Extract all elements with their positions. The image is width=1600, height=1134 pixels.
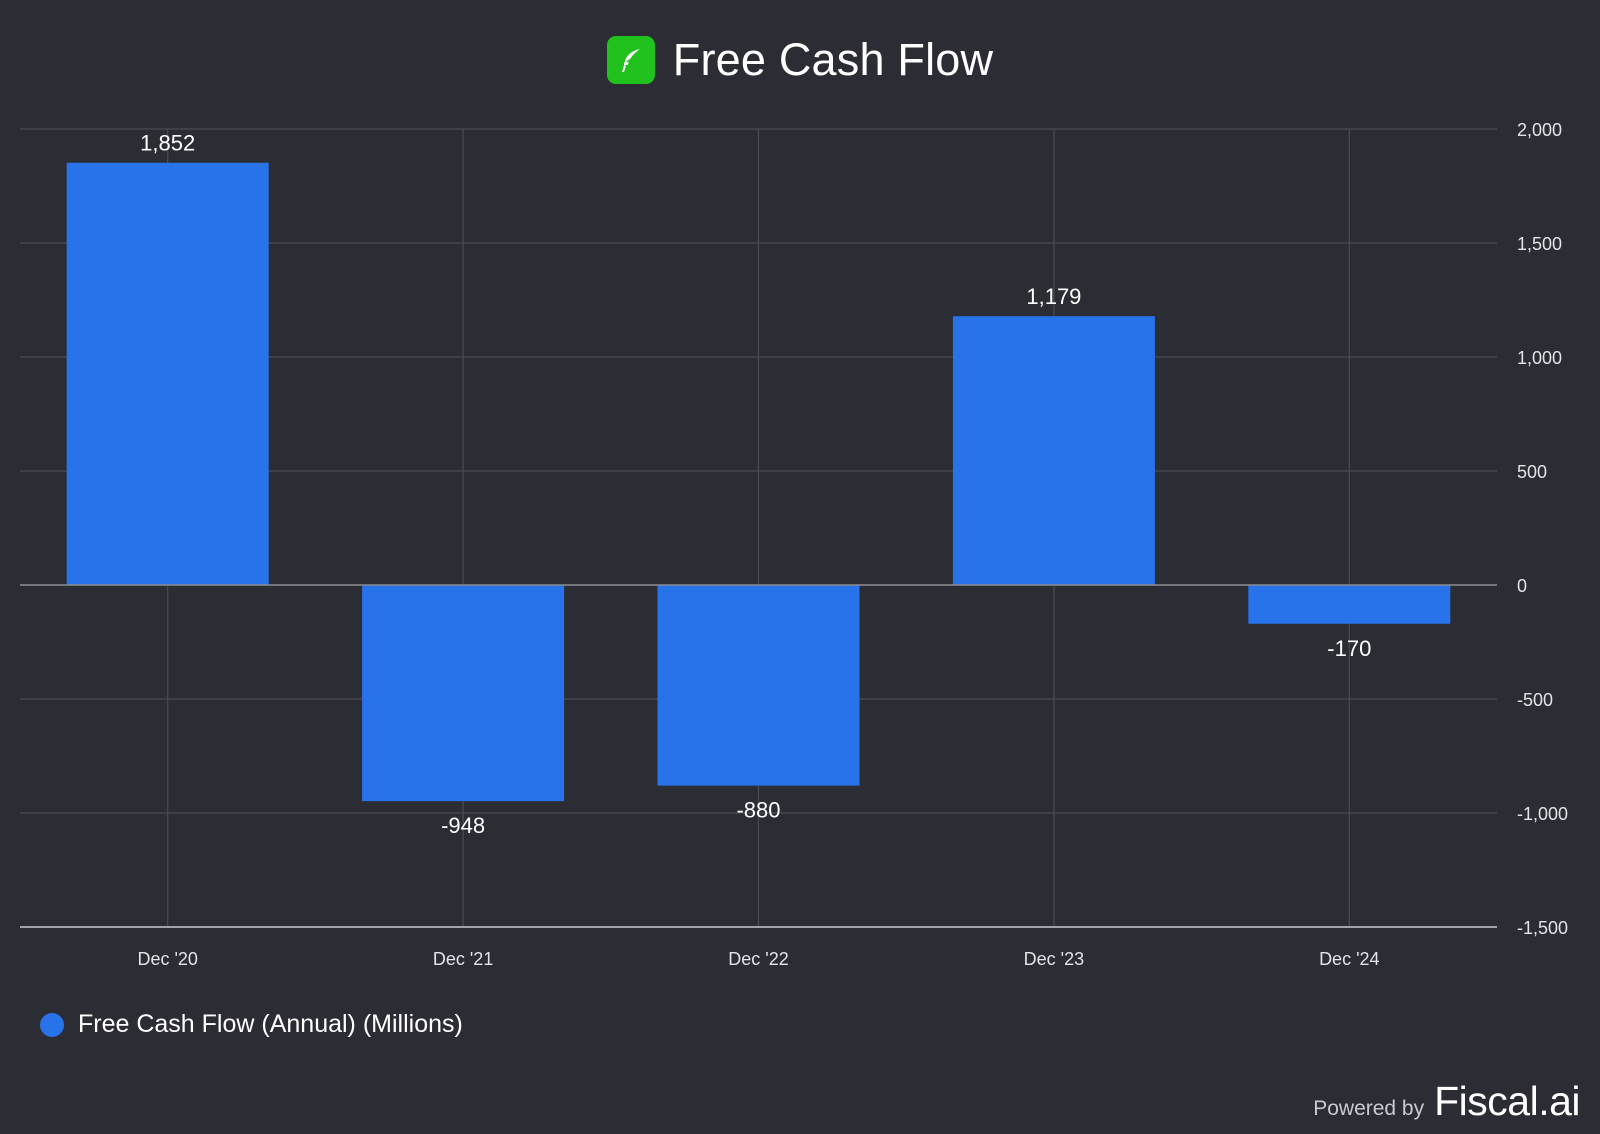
data-label: 1,852 bbox=[140, 131, 195, 156]
bar bbox=[952, 316, 1155, 585]
bars bbox=[66, 162, 1451, 802]
y-tick-label: 1,500 bbox=[1517, 234, 1562, 254]
powered-by[interactable]: Powered by Fiscal.ai bbox=[1313, 1078, 1580, 1125]
chart-title: Free Cash Flow bbox=[672, 34, 994, 85]
bar bbox=[66, 162, 269, 585]
axes: 2,000 1,500 1,000 500 0 -500 -1,000 -1,500 Dec '… bbox=[20, 120, 1568, 969]
chart-header: Free Cash Flow bbox=[0, 34, 1600, 86]
company-logo bbox=[606, 36, 655, 84]
y-tick-label: -500 bbox=[1517, 690, 1553, 710]
brand-logo: Fiscal.ai bbox=[1434, 1078, 1580, 1124]
data-labels: 1,852 -948 -880 1,179 -170 bbox=[140, 131, 1371, 838]
x-tick-label: Dec '22 bbox=[728, 949, 788, 969]
x-tick-label: Dec '21 bbox=[433, 949, 493, 969]
bar bbox=[657, 585, 860, 786]
bar bbox=[1248, 585, 1451, 624]
y-tick-label: 1,000 bbox=[1517, 348, 1562, 368]
bar bbox=[362, 585, 565, 802]
data-label: -170 bbox=[1327, 636, 1371, 661]
powered-by-text: Powered by bbox=[1313, 1097, 1425, 1120]
feather-icon bbox=[621, 49, 640, 72]
x-tick-label: Dec '20 bbox=[137, 949, 197, 969]
legend-swatch bbox=[40, 1012, 64, 1037]
bar-chart: 1,852 -948 -880 1,179 -170 2,000 1,500 1,000 50… bbox=[20, 120, 1568, 969]
data-label: -948 bbox=[441, 813, 485, 838]
y-tick-label: 0 bbox=[1517, 576, 1527, 596]
y-tick-label: -1,000 bbox=[1517, 804, 1568, 824]
x-tick-label: Dec '23 bbox=[1024, 949, 1084, 969]
y-tick-label: 500 bbox=[1517, 462, 1547, 482]
y-tick-label: 2,000 bbox=[1517, 120, 1562, 140]
data-label: 1,179 bbox=[1026, 284, 1081, 309]
legend[interactable]: Free Cash Flow (Annual) (Millions) bbox=[40, 1010, 463, 1039]
y-tick-label: -1,500 bbox=[1517, 918, 1568, 938]
data-label: -880 bbox=[736, 798, 780, 823]
legend-label: Free Cash Flow (Annual) (Millions) bbox=[78, 1010, 463, 1038]
x-tick-label: Dec '24 bbox=[1319, 949, 1379, 969]
